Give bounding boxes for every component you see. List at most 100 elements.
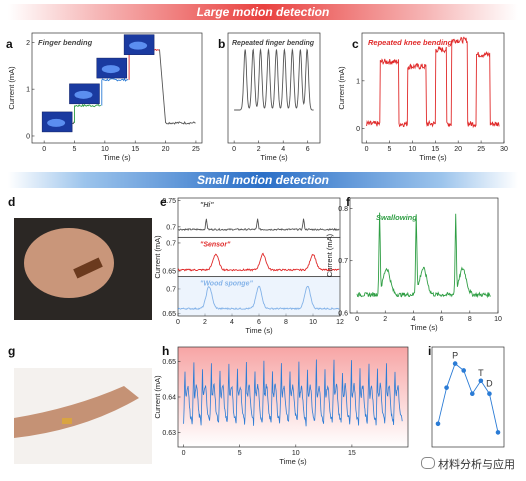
banner-large-motion-text: Large motion detection xyxy=(196,5,330,19)
chart-c-xtick-label: 30 xyxy=(500,146,508,153)
chart-f-xtick-label: 4 xyxy=(411,316,415,323)
chart-b-frame xyxy=(227,32,321,144)
chart-a-xtick-label: 15 xyxy=(131,146,139,153)
chart-f-xtick-label: 8 xyxy=(468,316,472,323)
chart-e-sub2-xtick-label: 4 xyxy=(230,319,234,326)
chart-f-xlabel: Time (s) xyxy=(410,323,438,332)
chart-i-point xyxy=(469,391,475,397)
chart-i-point xyxy=(444,385,449,390)
chart-b-title: Repeated finger bending xyxy=(232,40,315,47)
chart-a-ylabel: Current (mA) xyxy=(7,66,16,110)
chart-a-ytick-label: 1 xyxy=(26,87,30,94)
chart-h-background xyxy=(178,347,408,447)
banner-large-motion: Large motion detection xyxy=(8,4,518,20)
panel-letter-e: e xyxy=(160,195,167,209)
chart-a-ytick-label: 0 xyxy=(26,133,30,140)
chart-f-ytick-label: 0.6 xyxy=(338,311,348,318)
chart-i-frame xyxy=(431,346,505,448)
hand-glove-3 xyxy=(129,41,148,50)
chart-i-point xyxy=(495,430,501,435)
hand-glove-1 xyxy=(74,90,93,99)
panel-letter-d: d xyxy=(8,195,15,209)
chart-f-ytick-label: 0.7 xyxy=(338,258,348,265)
chart-h-xlabel: Time (s) xyxy=(279,457,307,466)
banner-small-motion-text: Small motion detection xyxy=(196,173,329,187)
chart-c-series xyxy=(366,36,500,129)
chart-e-sub2-xlabel: Time (s) xyxy=(245,326,273,335)
chart-f-ylabel: Current (mA) xyxy=(325,233,334,277)
chart-i-point xyxy=(452,361,458,366)
chart-c-ylabel: Current (mA) xyxy=(337,66,346,110)
chart-h-ytick-label: 0.63 xyxy=(162,430,176,437)
chart-i-point xyxy=(478,378,484,384)
watermark-text: 材料分析与应用 xyxy=(438,459,515,471)
photo-d-skin xyxy=(24,228,114,298)
chart-c-xtick-label: 25 xyxy=(477,146,485,153)
wechat-icon xyxy=(421,457,435,469)
chart-b-xlabel: Time (s) xyxy=(260,153,288,162)
watermark: 材料分析与应用 xyxy=(418,455,518,473)
chart-b-xtick-label: 4 xyxy=(281,146,285,153)
chart-b-series xyxy=(234,47,314,111)
chart-e-sub2-xtick-label: 10 xyxy=(309,319,317,326)
chart-h-xtick-label: 5 xyxy=(238,450,242,457)
chart-a-title: Finger bending xyxy=(38,38,93,47)
chart-e-sub0-ytick-label: 0.7 xyxy=(166,224,176,231)
chart-e-sub2-xtick-label: 8 xyxy=(284,319,288,326)
chart-h-ytick-label: 0.64 xyxy=(162,395,176,402)
chart-a-series-4 xyxy=(165,120,196,125)
chart-e-sub1-ytick-label: 0.65 xyxy=(162,269,176,276)
chart-h-series xyxy=(183,359,403,427)
chart-h-xtick-label: 0 xyxy=(182,450,186,457)
chart-e-sub1-ylabel: Current (mA) xyxy=(153,235,162,279)
chart-e-series-1 xyxy=(177,252,340,272)
chart-h-ylabel: Current (mA) xyxy=(153,375,162,419)
chart-c-xlabel: Time (s) xyxy=(419,153,447,162)
chart-e-sub2-ytick-label: 0.65 xyxy=(162,311,176,318)
photo-d-sensor xyxy=(73,257,103,279)
panel-letter-c: c xyxy=(352,37,359,51)
chart-f-ytick-label: 0.8 xyxy=(338,206,348,213)
chart-a-xtick-label: 20 xyxy=(162,146,170,153)
chart-a-ytick-label: 2 xyxy=(26,40,30,47)
chart-a-drop xyxy=(159,49,167,123)
chart-a-xtick-label: 5 xyxy=(73,146,77,153)
photo-g-arm xyxy=(14,386,139,438)
chart-e-sub2-xtick-label: 0 xyxy=(176,319,180,326)
chart-f-series xyxy=(356,212,491,299)
chart-e-label-1: "Sensor" xyxy=(200,241,231,248)
chart-i-point xyxy=(435,421,441,427)
chart-a-series-2 xyxy=(101,77,129,82)
chart-e-sub2-ytick-label: 0.7 xyxy=(166,286,176,293)
chart-e-label-0: "Hi" xyxy=(200,202,214,209)
chart-e-series-0 xyxy=(177,218,340,232)
panel-letter-g: g xyxy=(8,344,15,358)
chart-i-label-T: T xyxy=(478,368,484,378)
chart-e-sub2-xtick-label: 12 xyxy=(336,319,344,326)
hand-glove-2 xyxy=(101,65,120,74)
chart-f-title: Swallowing xyxy=(376,213,417,222)
chart-c-xtick-label: 10 xyxy=(408,146,416,153)
chart-c-frame xyxy=(361,32,505,144)
chart-a-xtick-label: 10 xyxy=(101,146,109,153)
chart-b-xtick-label: 6 xyxy=(306,146,310,153)
chart-e-sub2-xtick-label: 6 xyxy=(257,319,261,326)
chart-i-label-D: D xyxy=(486,379,493,389)
chart-c-ytick-label: 0 xyxy=(356,126,360,133)
chart-c-ytick-label: 1 xyxy=(356,78,360,85)
panel-letter-i: i xyxy=(428,344,431,358)
hand-glove-0 xyxy=(47,118,66,127)
chart-a-frame xyxy=(31,32,203,144)
chart-h-ytick-label: 0.65 xyxy=(162,359,176,366)
chart-i-label-P: P xyxy=(452,351,458,361)
chart-i-line xyxy=(437,362,499,433)
chart-f-xtick-label: 10 xyxy=(494,316,502,323)
chart-f-frame xyxy=(349,197,499,314)
chart-c-xtick-label: 15 xyxy=(431,146,439,153)
chart-c-xtick-label: 0 xyxy=(365,146,369,153)
chart-f-xtick-label: 0 xyxy=(355,316,359,323)
chart-b-xtick-label: 2 xyxy=(257,146,261,153)
chart-a-xlabel: Time (s) xyxy=(103,153,131,162)
chart-h-xtick-label: 15 xyxy=(348,450,356,457)
